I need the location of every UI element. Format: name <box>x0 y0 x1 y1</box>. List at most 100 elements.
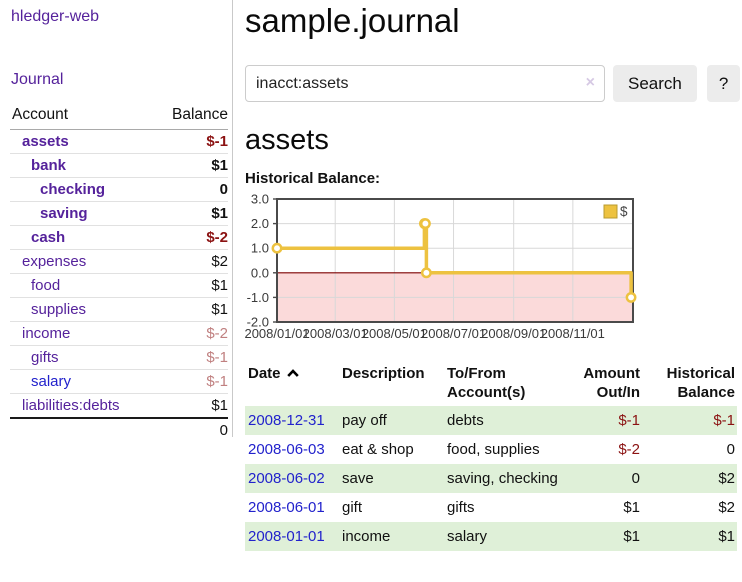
account-balance: $2 <box>152 249 228 274</box>
transaction-accounts: salary <box>447 528 488 545</box>
svg-text:2008/11/01: 2008/11/01 <box>541 326 605 341</box>
transaction-date-link[interactable]: 2008-06-01 <box>248 499 325 516</box>
register-header-amount: Amount Out/In <box>583 365 640 401</box>
x-axis-labels: 2008/01/012008/03/012008/05/012008/07/01… <box>244 326 604 341</box>
sidebar-account-supplies[interactable]: supplies <box>31 301 87 318</box>
data-point <box>271 242 283 254</box>
sidebar-account-saving[interactable]: saving <box>40 205 88 222</box>
data-point <box>419 218 431 230</box>
account-balance: $1 <box>152 393 228 418</box>
account-balance: $-1 <box>152 345 228 370</box>
transaction-date-link[interactable]: 2008-01-01 <box>248 528 325 545</box>
account-row: income $-2 <box>10 321 228 346</box>
svg-text:2008/01/01: 2008/01/01 <box>244 326 309 341</box>
account-balance: $-2 <box>152 321 228 346</box>
account-balance: $1 <box>152 153 228 178</box>
register-header-date[interactable]: Date <box>245 360 342 406</box>
page-title: sample.journal <box>245 2 460 39</box>
main-content: sample.journal × Search ? assets Histori… <box>244 0 742 551</box>
sidebar-account-bank[interactable]: bank <box>31 157 67 174</box>
svg-text:1.0: 1.0 <box>251 241 269 256</box>
help-button[interactable]: ? <box>706 65 741 102</box>
account-row: bank $1 <box>10 153 228 178</box>
legend-swatch <box>603 204 618 219</box>
sidebar-account-food[interactable]: food <box>31 277 61 294</box>
account-row: salary $-1 <box>10 369 228 394</box>
account-balance: $-1 <box>206 133 228 150</box>
accounts-total-row: 0 <box>10 417 228 442</box>
accounts-header-account: Account <box>10 103 153 130</box>
data-points <box>271 218 637 303</box>
accounts-total-value: 0 <box>152 417 228 442</box>
plot-border <box>276 198 634 323</box>
transaction-balance: $2 <box>718 499 735 516</box>
sidebar-account-salary[interactable]: salary <box>31 373 72 390</box>
sidebar-account-assets[interactable]: assets <box>22 133 69 150</box>
account-row: cash $-2 <box>10 225 228 250</box>
transaction-balance: $1 <box>718 528 735 545</box>
svg-text:2.0: 2.0 <box>251 216 269 231</box>
account-balance: 0 <box>152 177 228 202</box>
chart-legend: $ <box>603 204 628 219</box>
transaction-date-link[interactable]: 2008-12-31 <box>248 412 325 429</box>
account-balance: $1 <box>152 201 228 226</box>
transaction-description: save <box>342 470 374 487</box>
transaction-accounts: debts <box>447 412 484 429</box>
sidebar: hledger-web Journal Account Balance asse… <box>0 0 233 442</box>
accounts-header-balance: Balance <box>152 103 228 130</box>
transaction-balance: $2 <box>718 470 735 487</box>
transaction-row: 2008-06-02 save saving, checking 0 $2 <box>245 464 737 493</box>
transaction-amount: $-2 <box>618 441 640 458</box>
svg-text:2008/03/01: 2008/03/01 <box>303 326 368 341</box>
transaction-balance: $-1 <box>713 412 735 429</box>
svg-text:-2.0: -2.0 <box>247 315 269 330</box>
account-balance: $1 <box>152 273 228 298</box>
data-point <box>420 267 432 279</box>
transaction-amount: 0 <box>631 470 640 487</box>
search-form: × Search ? <box>245 65 742 102</box>
transaction-date-link[interactable]: 2008-06-02 <box>248 470 325 487</box>
account-row: assets $-1 <box>10 130 228 154</box>
clear-search-icon[interactable]: × <box>585 74 595 91</box>
search-input[interactable] <box>245 65 605 102</box>
axis-ticks <box>273 198 277 323</box>
transaction-description: gift <box>342 499 363 516</box>
account-row: supplies $1 <box>10 297 228 322</box>
account-row: food $1 <box>10 273 228 298</box>
accounts-header-row: Account Balance <box>10 103 228 130</box>
sidebar-account-liabilities-debts[interactable]: liabilities:debts <box>22 397 120 414</box>
account-balance: $1 <box>152 297 228 322</box>
account-balance: $-2 <box>152 225 228 250</box>
transaction-amount: $1 <box>623 499 640 516</box>
historical-balance-chart[interactable]: $3.0 2.0 1.0 0.0 -1.0 -2.02008/01/012008/03/0… <box>244 192 742 348</box>
register-header-description: Description <box>342 365 425 382</box>
search-button[interactable]: Search <box>613 65 697 102</box>
sidebar-account-expenses[interactable]: expenses <box>22 253 87 270</box>
transaction-accounts: food, supplies <box>447 441 540 458</box>
sidebar-item-journal[interactable]: Journal <box>11 71 64 88</box>
transaction-accounts: gifts <box>447 499 475 516</box>
data-point <box>625 291 637 303</box>
transaction-description: income <box>342 528 391 545</box>
transaction-amount: $-1 <box>618 412 640 429</box>
transaction-row: 2008-06-03 eat & shop food, supplies $-2 0 <box>245 435 737 464</box>
account-row: saving $1 <box>10 201 228 226</box>
register-header-accounts: To/From Account(s) <box>447 365 526 401</box>
account-row: checking 0 <box>10 177 228 202</box>
sidebar-account-gifts[interactable]: gifts <box>31 349 59 366</box>
accounts-table: Account Balance assets $-1 bank $1 checking 0… <box>10 103 228 442</box>
sidebar-account-cash[interactable]: cash <box>31 229 66 246</box>
register-header-balance: Historical Balance <box>666 365 735 401</box>
transaction-description: eat & shop <box>342 441 414 458</box>
sidebar-account-income[interactable]: income <box>22 325 71 342</box>
svg-text:2008/07/01: 2008/07/01 <box>421 326 486 341</box>
account-balance: $-1 <box>152 369 228 394</box>
app-title-link[interactable]: hledger-web <box>11 8 100 25</box>
register-header-row: Date Description To/From Account(s) Amou… <box>245 360 737 406</box>
register-table: Date Description To/From Account(s) Amou… <box>245 360 737 551</box>
sidebar-account-checking[interactable]: checking <box>40 181 106 198</box>
transaction-row: 2008-01-01 income salary $1 $1 <box>245 522 737 551</box>
transaction-row: 2008-06-01 gift gifts $1 $2 <box>245 493 737 522</box>
svg-text:2008/05/01: 2008/05/01 <box>362 326 427 341</box>
transaction-date-link[interactable]: 2008-06-03 <box>248 441 325 458</box>
